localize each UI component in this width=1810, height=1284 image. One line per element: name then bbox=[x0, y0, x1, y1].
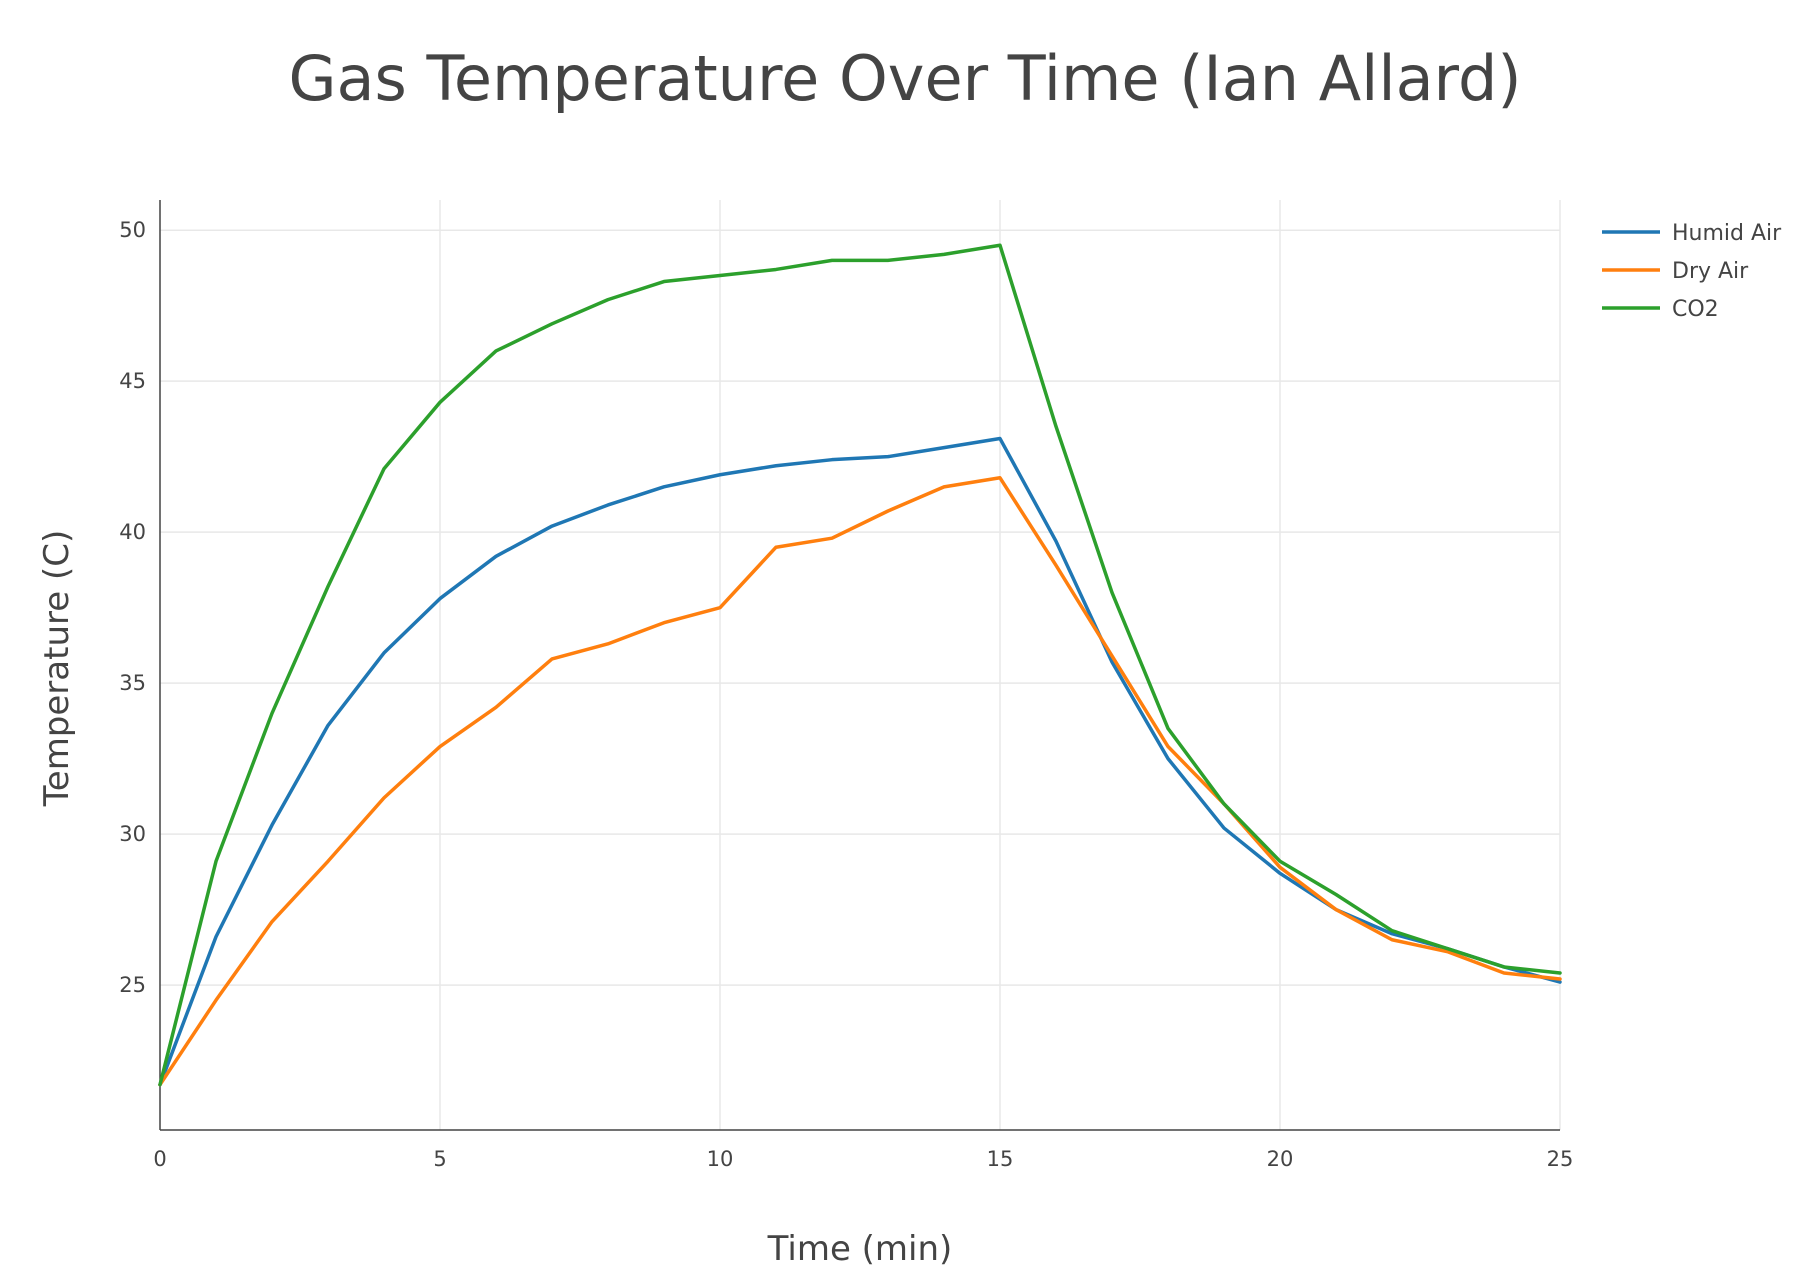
x-tick-label-15: 15 bbox=[987, 1147, 1014, 1171]
x-tick-label-10: 10 bbox=[707, 1147, 734, 1171]
y-tick-label-45: 45 bbox=[119, 369, 146, 393]
y-tick-label-30: 30 bbox=[119, 822, 146, 846]
legend: Humid Air Dry Air CO2 bbox=[1602, 221, 1782, 322]
y-tick-label-35: 35 bbox=[119, 671, 146, 695]
x-tick-label-0: 0 bbox=[153, 1147, 166, 1171]
gridlines bbox=[160, 200, 1561, 1130]
series-line-dry-air bbox=[158, 476, 1562, 1087]
legend-item-co2: CO2 bbox=[1602, 297, 1719, 322]
chart-title: Gas Temperature Over Time (Ian Allard) bbox=[288, 42, 1521, 115]
legend-label-dry-air: Dry Air bbox=[1672, 259, 1749, 284]
plot-area bbox=[158, 243, 1562, 1087]
legend-label-humid-air: Humid Air bbox=[1672, 221, 1782, 246]
legend-label-co2: CO2 bbox=[1672, 297, 1719, 322]
y-axis-title: Temperature (C) bbox=[37, 530, 77, 807]
x-tick-label-25: 25 bbox=[1547, 1147, 1574, 1171]
x-axis-title: Time (min) bbox=[767, 1229, 953, 1269]
legend-item-humid-air: Humid Air bbox=[1602, 221, 1782, 246]
y-tick-label-40: 40 bbox=[119, 520, 146, 544]
tick-labels: 0 5 10 15 20 25 25 30 35 40 45 50 bbox=[119, 218, 1573, 1171]
y-tick-label-50: 50 bbox=[119, 218, 146, 242]
axes bbox=[159, 200, 1560, 1131]
x-tick-label-20: 20 bbox=[1267, 1147, 1294, 1171]
x-tick-label-5: 5 bbox=[433, 1147, 446, 1171]
y-tick-label-25: 25 bbox=[119, 973, 146, 997]
series-line-co2 bbox=[158, 243, 1562, 1087]
legend-item-dry-air: Dry Air bbox=[1602, 259, 1749, 284]
series-line-humid-air bbox=[158, 436, 1562, 1087]
